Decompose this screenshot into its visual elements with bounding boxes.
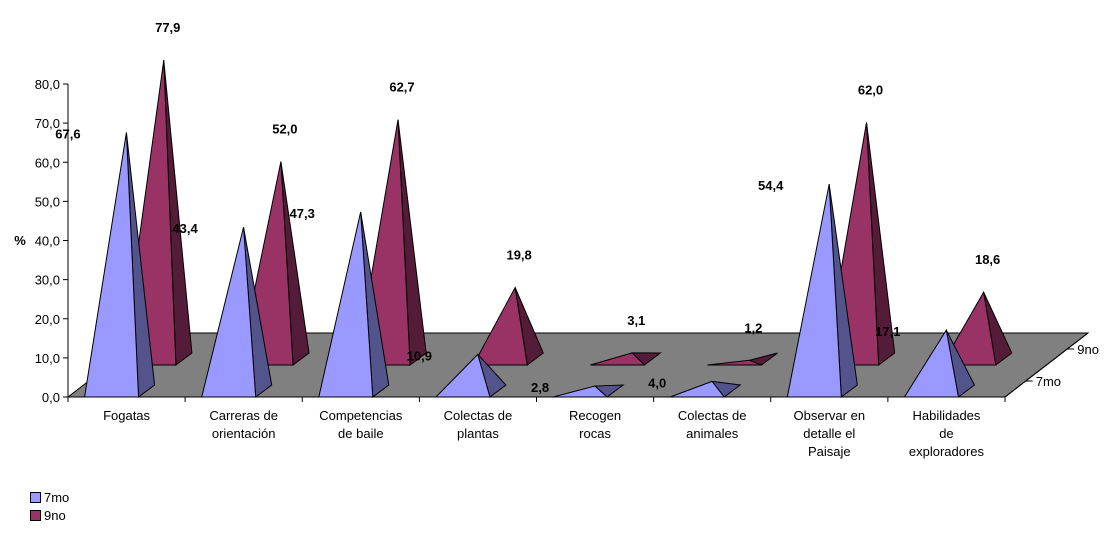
data-label-9no: 62,7 bbox=[389, 80, 414, 95]
data-label-9no: 1,2 bbox=[744, 320, 762, 335]
y-tick-label: 20,0 bbox=[35, 312, 60, 327]
data-label-9no: 77,9 bbox=[155, 20, 180, 35]
legend-item-9no: 9no bbox=[30, 506, 69, 524]
depth-axis-label: 7mo bbox=[1036, 374, 1061, 389]
x-category-label: de baile bbox=[338, 426, 384, 441]
x-category-label: Observar en bbox=[794, 408, 866, 423]
y-tick-label: 70,0 bbox=[35, 116, 60, 131]
legend-swatch-9no bbox=[30, 509, 41, 521]
depth-axis-line bbox=[1004, 332, 1089, 398]
data-label-9no: 52,0 bbox=[272, 122, 297, 137]
y-tick-label: 10,0 bbox=[35, 351, 60, 366]
data-label-7mo: 43,4 bbox=[172, 221, 198, 236]
data-label-7mo: 67,6 bbox=[55, 127, 80, 142]
pyramid-bar-7mo bbox=[201, 227, 257, 398]
legend-label-9no: 9no bbox=[44, 507, 66, 523]
x-category-label: Habilidades bbox=[912, 408, 980, 423]
x-category-label: exploradores bbox=[909, 444, 985, 459]
pyramid-bar-7mo bbox=[552, 385, 609, 398]
y-axis-title: % bbox=[14, 233, 26, 248]
x-category-label: rocas bbox=[579, 426, 611, 441]
x-category-label: Fogatas bbox=[103, 408, 150, 423]
x-category-label: de bbox=[939, 426, 953, 441]
x-category-label: Carreras de bbox=[209, 408, 278, 423]
pyramid-chart: 0,0 10,0 20,0 30,0 40,0 50,0 60,0 70,0 80,0% Foga… bbox=[14, 20, 1099, 459]
legend-swatch-7mo bbox=[30, 491, 41, 503]
data-label-9no: 62,0 bbox=[858, 82, 883, 97]
pyramid-bar-7mo bbox=[318, 211, 374, 398]
pyramid-bar-9no bbox=[590, 352, 646, 366]
y-tick-label: 50,0 bbox=[35, 194, 60, 209]
data-label-9no: 3,1 bbox=[627, 313, 645, 328]
pyramid-bar-7mo bbox=[83, 132, 140, 398]
pyramid-bar-7mo bbox=[903, 328, 960, 398]
data-label-7mo: 54,4 bbox=[758, 178, 784, 193]
depth-axis-label: 9no bbox=[1077, 342, 1099, 357]
x-category-label: Paisaje bbox=[808, 444, 851, 459]
x-category-label: detalle el bbox=[803, 426, 855, 441]
data-label-7mo: 17,1 bbox=[875, 324, 900, 339]
data-label-9no: 19,8 bbox=[506, 248, 531, 263]
pyramid-bar-7mo bbox=[786, 184, 842, 398]
data-label-7mo: 2,8 bbox=[531, 380, 549, 395]
pyramid-bar-9no bbox=[472, 285, 528, 366]
data-label-7mo: 10,9 bbox=[407, 348, 432, 363]
legend-label-7mo: 7mo bbox=[44, 489, 70, 505]
data-label-9no: 18,6 bbox=[975, 252, 1000, 267]
y-tick-label: 80,0 bbox=[35, 77, 60, 92]
pyramid-bar-9no bbox=[707, 359, 762, 366]
x-category-label: Competencias bbox=[319, 408, 403, 423]
y-tick-label: 30,0 bbox=[35, 273, 60, 288]
y-tick-label: 40,0 bbox=[35, 234, 60, 249]
x-category-label: animales bbox=[686, 426, 739, 441]
x-category-label: orientación bbox=[212, 426, 276, 441]
x-category-label: Colectas de bbox=[444, 408, 513, 423]
x-category-label: plantas bbox=[457, 426, 499, 441]
x-category-label: Recogen bbox=[569, 408, 621, 423]
y-tick-label: 0,0 bbox=[42, 390, 60, 405]
pyramid-bar-7mo bbox=[434, 353, 491, 398]
legend-item-7mo: 7mo bbox=[30, 488, 69, 506]
pyramid-bar-7mo bbox=[670, 380, 726, 398]
x-category-label: Colectas de bbox=[678, 408, 747, 423]
data-label-7mo: 4,0 bbox=[648, 375, 666, 390]
y-tick-label: 60,0 bbox=[35, 155, 60, 170]
legend: 7mo 9no bbox=[30, 488, 69, 524]
data-label-7mo: 47,3 bbox=[290, 206, 315, 221]
